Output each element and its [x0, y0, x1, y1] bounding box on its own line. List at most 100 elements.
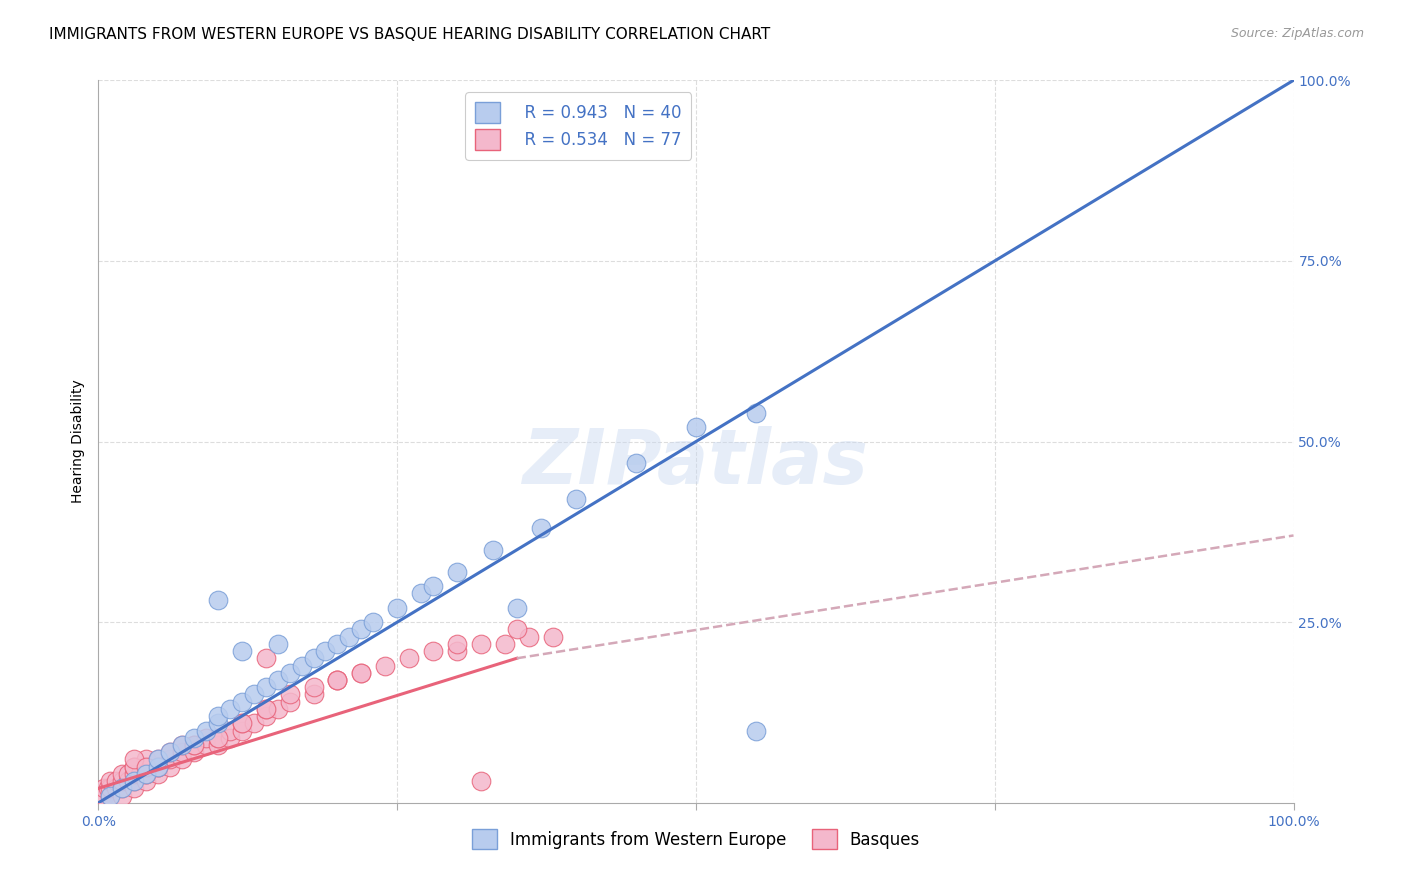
Point: [159, 752, 181, 766]
Point: [98, 789, 122, 803]
Point: [207, 709, 229, 723]
Text: ZIPatlas: ZIPatlas: [523, 426, 869, 500]
Point: [745, 406, 768, 420]
Point: [231, 644, 253, 658]
Point: [148, 760, 170, 774]
Point: [135, 767, 157, 781]
Point: [105, 774, 128, 789]
Point: [446, 644, 468, 658]
Legend: Immigrants from Western Europe, Basques: Immigrants from Western Europe, Basques: [465, 822, 927, 856]
Point: [135, 760, 157, 774]
Point: [565, 492, 588, 507]
Point: [207, 731, 229, 745]
Point: [98, 789, 122, 803]
Point: [231, 716, 253, 731]
Point: [97, 781, 120, 796]
Point: [506, 623, 529, 637]
Point: [530, 521, 553, 535]
Text: IMMIGRANTS FROM WESTERN EUROPE VS BASQUE HEARING DISABILITY CORRELATION CHART: IMMIGRANTS FROM WESTERN EUROPE VS BASQUE…: [49, 27, 770, 42]
Point: [172, 738, 194, 752]
Point: [302, 651, 325, 665]
Point: [124, 760, 146, 774]
Point: [326, 673, 349, 687]
Point: [207, 731, 229, 745]
Point: [267, 673, 290, 687]
Point: [363, 615, 385, 630]
Point: [98, 781, 122, 796]
Point: [135, 774, 157, 789]
Point: [183, 738, 205, 752]
Point: [243, 687, 266, 701]
Point: [326, 637, 349, 651]
Point: [159, 760, 181, 774]
Point: [267, 637, 290, 651]
Point: [172, 745, 194, 759]
Point: [148, 767, 170, 781]
Point: [207, 593, 229, 607]
Text: Source: ZipAtlas.com: Source: ZipAtlas.com: [1230, 27, 1364, 40]
Point: [148, 752, 170, 766]
Point: [231, 723, 253, 738]
Point: [254, 709, 277, 723]
Point: [117, 767, 139, 781]
Point: [422, 579, 444, 593]
Point: [124, 752, 146, 766]
Point: [422, 644, 444, 658]
Point: [243, 716, 266, 731]
Point: [326, 673, 349, 687]
Point: [129, 767, 152, 781]
Point: [159, 745, 181, 759]
Point: [124, 774, 146, 789]
Point: [350, 665, 373, 680]
Point: [105, 781, 128, 796]
Point: [124, 774, 146, 789]
Point: [91, 789, 114, 803]
Point: [374, 658, 396, 673]
Point: [398, 651, 420, 665]
Point: [385, 600, 409, 615]
Point: [135, 760, 157, 774]
Point: [111, 781, 134, 796]
Point: [254, 651, 277, 665]
Point: [111, 774, 134, 789]
Point: [135, 752, 157, 766]
Point: [124, 781, 146, 796]
Point: [135, 767, 157, 781]
Point: [446, 637, 468, 651]
Point: [135, 767, 157, 781]
Point: [159, 745, 181, 759]
Point: [745, 723, 768, 738]
Point: [626, 456, 648, 470]
Point: [98, 774, 122, 789]
Point: [124, 760, 146, 774]
Point: [278, 687, 301, 701]
Point: [117, 774, 139, 789]
Point: [219, 723, 242, 738]
Point: [267, 702, 290, 716]
Point: [207, 716, 229, 731]
Point: [231, 716, 253, 731]
Point: [350, 665, 373, 680]
Point: [446, 565, 468, 579]
Point: [183, 745, 205, 759]
Point: [93, 789, 115, 803]
Point: [183, 731, 205, 745]
Point: [207, 738, 229, 752]
Point: [254, 702, 277, 716]
Point: [302, 680, 325, 694]
Point: [470, 774, 492, 789]
Point: [254, 702, 277, 716]
Point: [148, 760, 170, 774]
Point: [111, 789, 134, 803]
Point: [326, 673, 349, 687]
Point: [231, 695, 253, 709]
Point: [291, 658, 314, 673]
Point: [506, 600, 529, 615]
Point: [148, 760, 170, 774]
Point: [124, 767, 146, 781]
Point: [172, 738, 194, 752]
Point: [470, 637, 492, 651]
Point: [195, 738, 218, 752]
Point: [183, 738, 205, 752]
Point: [339, 630, 361, 644]
